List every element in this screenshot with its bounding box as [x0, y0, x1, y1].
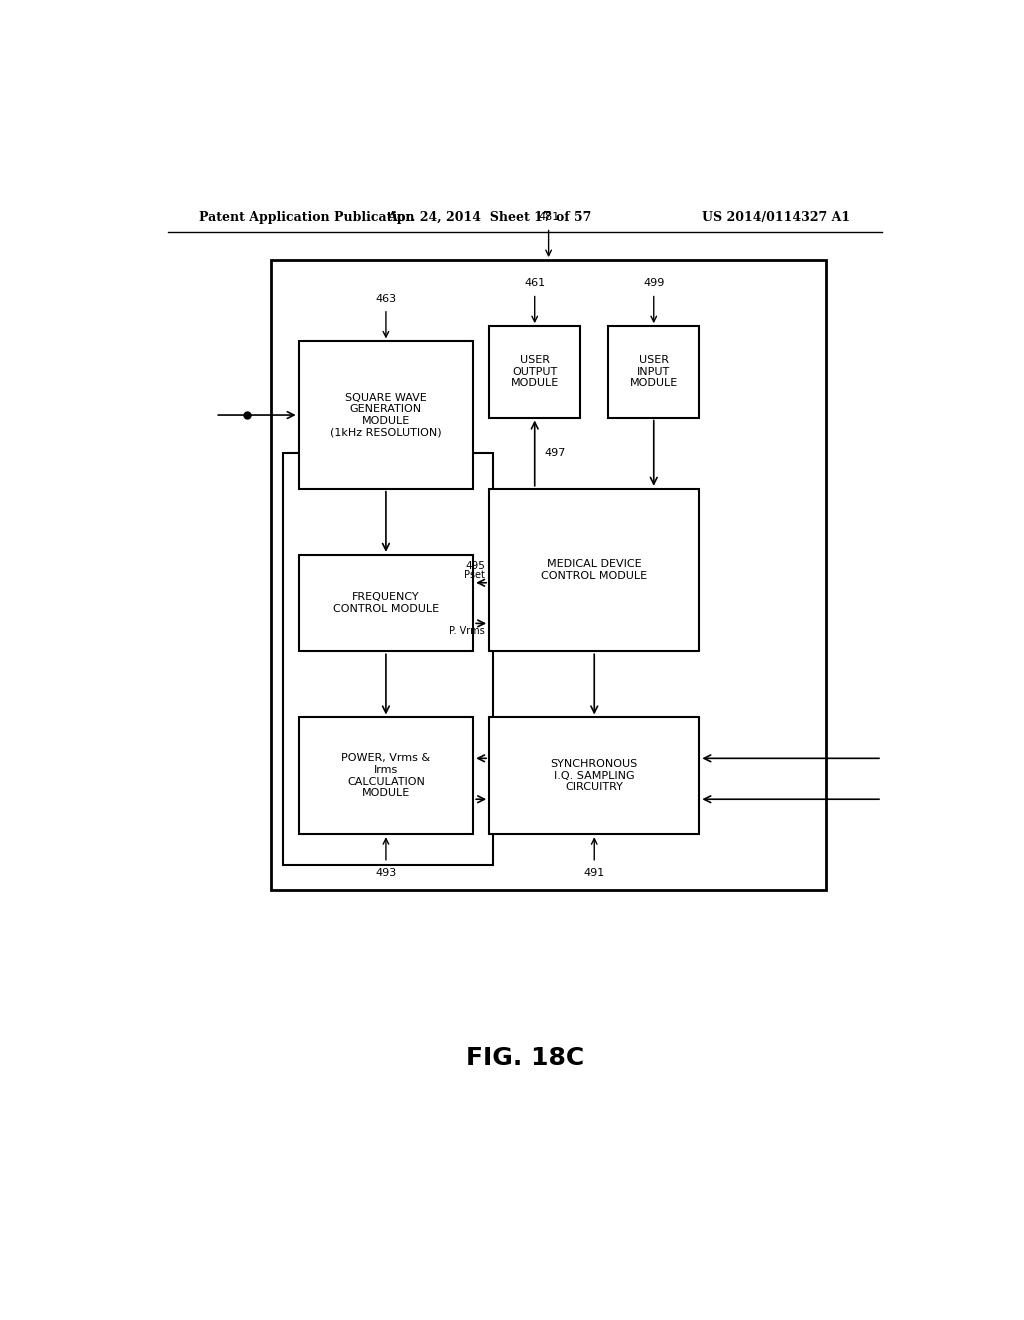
FancyBboxPatch shape [489, 326, 581, 417]
Text: Apr. 24, 2014  Sheet 17 of 57: Apr. 24, 2014 Sheet 17 of 57 [387, 211, 591, 224]
Text: USER
OUTPUT
MODULE: USER OUTPUT MODULE [511, 355, 559, 388]
Text: P. Vrms: P. Vrms [450, 627, 485, 636]
Text: FIG. 18C: FIG. 18C [466, 1045, 584, 1071]
Text: 463: 463 [376, 294, 396, 304]
Text: 481: 481 [538, 213, 559, 223]
Text: USER
INPUT
MODULE: USER INPUT MODULE [630, 355, 678, 388]
FancyBboxPatch shape [299, 718, 473, 834]
Text: Patent Application Publication: Patent Application Publication [200, 211, 415, 224]
Text: POWER, Vrms &
Irms
CALCULATION
MODULE: POWER, Vrms & Irms CALCULATION MODULE [341, 754, 430, 799]
Text: 497: 497 [544, 449, 565, 458]
FancyBboxPatch shape [489, 488, 699, 651]
Text: US 2014/0114327 A1: US 2014/0114327 A1 [702, 211, 850, 224]
Text: 499: 499 [643, 279, 665, 289]
Text: SYNCHRONOUS
I.Q. SAMPLING
CIRCUITRY: SYNCHRONOUS I.Q. SAMPLING CIRCUITRY [551, 759, 638, 792]
Text: 495: 495 [465, 561, 485, 570]
Text: 491: 491 [584, 867, 605, 878]
Text: 493: 493 [375, 867, 396, 878]
Text: 461: 461 [524, 279, 546, 289]
Text: MEDICAL DEVICE
CONTROL MODULE: MEDICAL DEVICE CONTROL MODULE [541, 560, 647, 581]
FancyBboxPatch shape [283, 453, 494, 865]
Text: FREQUENCY
CONTROL MODULE: FREQUENCY CONTROL MODULE [333, 593, 439, 614]
FancyBboxPatch shape [489, 718, 699, 834]
FancyBboxPatch shape [270, 260, 826, 890]
FancyBboxPatch shape [608, 326, 699, 417]
Text: SQUARE WAVE
GENERATION
MODULE
(1kHz RESOLUTION): SQUARE WAVE GENERATION MODULE (1kHz RESO… [330, 392, 441, 437]
FancyBboxPatch shape [299, 554, 473, 651]
Text: Pset: Pset [464, 570, 485, 579]
FancyBboxPatch shape [299, 342, 473, 488]
